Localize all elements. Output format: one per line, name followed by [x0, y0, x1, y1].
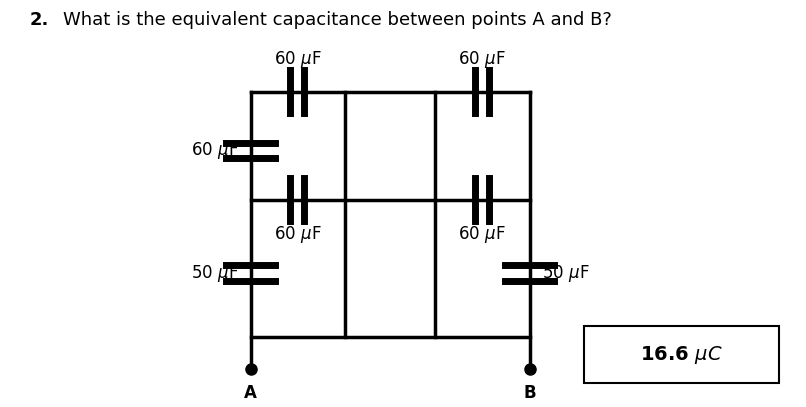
- Text: A: A: [244, 384, 257, 402]
- Text: What is the equivalent capacitance between points A and B?: What is the equivalent capacitance betwe…: [63, 11, 612, 29]
- Text: 60 $\mu$F: 60 $\mu$F: [458, 49, 505, 70]
- Text: B: B: [523, 384, 536, 402]
- Text: 2.: 2.: [29, 11, 48, 29]
- Text: 60 $\mu$F: 60 $\mu$F: [273, 49, 321, 70]
- Text: 50 $\mu$F: 50 $\mu$F: [542, 263, 589, 284]
- Text: 60 $\mu$F: 60 $\mu$F: [458, 224, 505, 245]
- Text: 50 $\mu$F: 50 $\mu$F: [191, 263, 239, 284]
- Text: 60 $\mu$F: 60 $\mu$F: [273, 224, 321, 245]
- Text: 60 $\mu$F: 60 $\mu$F: [191, 140, 239, 161]
- Text: 16.6 $\mu C$: 16.6 $\mu C$: [640, 344, 723, 365]
- Bar: [584, 326, 779, 383]
